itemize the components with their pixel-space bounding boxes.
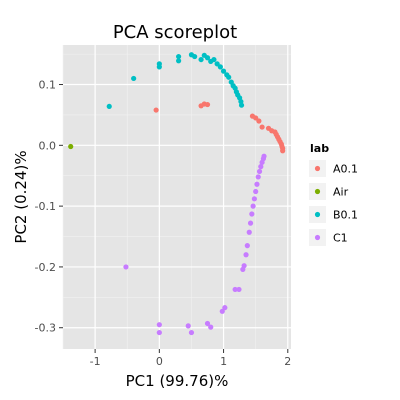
legend-label-b0-1: B0.1 xyxy=(333,209,358,222)
legend-marker-air xyxy=(314,188,321,195)
legend-marker-a0-1 xyxy=(314,165,321,172)
point-b0-1-25 xyxy=(238,102,245,108)
point-c1-16 xyxy=(247,220,254,226)
x-tick-label-1: 0 xyxy=(156,355,163,368)
legend: lab A0.1 Air B0.1 C1 xyxy=(309,142,358,246)
point-a0-1-7 xyxy=(259,124,265,130)
minor-grid xyxy=(62,45,291,349)
point-b0-1-0 xyxy=(106,103,112,110)
y-tick-label-3: 0.0 xyxy=(39,139,57,152)
point-c1-3 xyxy=(185,323,191,329)
point-c1-1 xyxy=(156,322,162,328)
point-b0-1-14 xyxy=(217,64,223,70)
legend-label-c1: C1 xyxy=(333,232,348,245)
point-a0-1-3 xyxy=(204,101,211,108)
major-grid xyxy=(63,45,291,349)
point-a0-1-6 xyxy=(256,118,262,124)
point-b0-1-5 xyxy=(176,53,182,60)
point-b0-1-8 xyxy=(198,56,204,63)
point-c1-18 xyxy=(250,203,256,209)
point-c1-2 xyxy=(156,329,162,336)
point-b0-1-7 xyxy=(192,53,198,60)
point-c1-17 xyxy=(249,211,255,217)
x-axis-ticks: -1 0 1 2 xyxy=(90,349,291,368)
point-c1-23 xyxy=(256,168,263,175)
y-axis-ticks: -0.3 -0.2 -0.1 0.0 0.1 xyxy=(35,79,63,335)
y-tick-label-1: -0.2 xyxy=(35,261,56,274)
point-c1-27 xyxy=(261,153,267,159)
y-tick-label-4: 0.1 xyxy=(39,79,57,92)
point-c1-22 xyxy=(255,174,261,180)
point-c1-4 xyxy=(188,329,195,336)
point-a0-1-0 xyxy=(153,107,159,113)
point-c1-19 xyxy=(251,196,257,202)
point-c1-0 xyxy=(123,264,129,270)
legend-label-a0-1: A0.1 xyxy=(333,163,358,176)
legend-title: lab xyxy=(310,142,329,155)
plot-panel xyxy=(63,45,291,349)
x-axis-label: PC1 (99.76)% xyxy=(126,372,229,390)
point-c1-7 xyxy=(219,308,225,314)
point-b0-1-3 xyxy=(156,61,162,67)
legend-label-air: Air xyxy=(333,186,349,199)
point-c1-20 xyxy=(253,188,259,195)
point-c1-13 xyxy=(243,252,249,258)
point-c1-9 xyxy=(232,286,238,293)
point-c1-10 xyxy=(236,286,242,293)
point-c1-12 xyxy=(241,263,247,269)
point-c1-21 xyxy=(254,181,260,187)
point-b0-1-17 xyxy=(226,74,232,80)
point-b0-1-12 xyxy=(211,56,217,63)
point-air-0 xyxy=(68,143,74,150)
y-axis-label: PC2 (0.24)% xyxy=(12,150,30,243)
x-tick-label-0: -1 xyxy=(90,355,101,368)
point-c1-14 xyxy=(244,243,250,249)
point-b0-1-4 xyxy=(176,58,182,64)
data-points xyxy=(68,52,286,336)
point-c1-24 xyxy=(258,164,264,170)
point-b0-1-15 xyxy=(220,68,227,74)
x-tick-label-2: 1 xyxy=(220,355,227,368)
point-a0-1-18 xyxy=(280,148,286,154)
legend-marker-c1 xyxy=(314,234,321,241)
point-c1-8 xyxy=(222,305,228,311)
point-c1-15 xyxy=(246,229,252,235)
point-c1-6 xyxy=(208,324,214,330)
point-c1-5 xyxy=(204,320,211,327)
x-tick-label-3: 2 xyxy=(284,355,291,368)
point-b0-1-10 xyxy=(204,55,211,61)
y-tick-label-0: -0.3 xyxy=(35,322,56,335)
point-b0-1-1 xyxy=(131,75,137,82)
legend-marker-b0-1 xyxy=(314,211,321,218)
y-tick-label-2: -0.1 xyxy=(35,200,56,213)
chart-title: PCA scoreplot xyxy=(113,22,237,43)
